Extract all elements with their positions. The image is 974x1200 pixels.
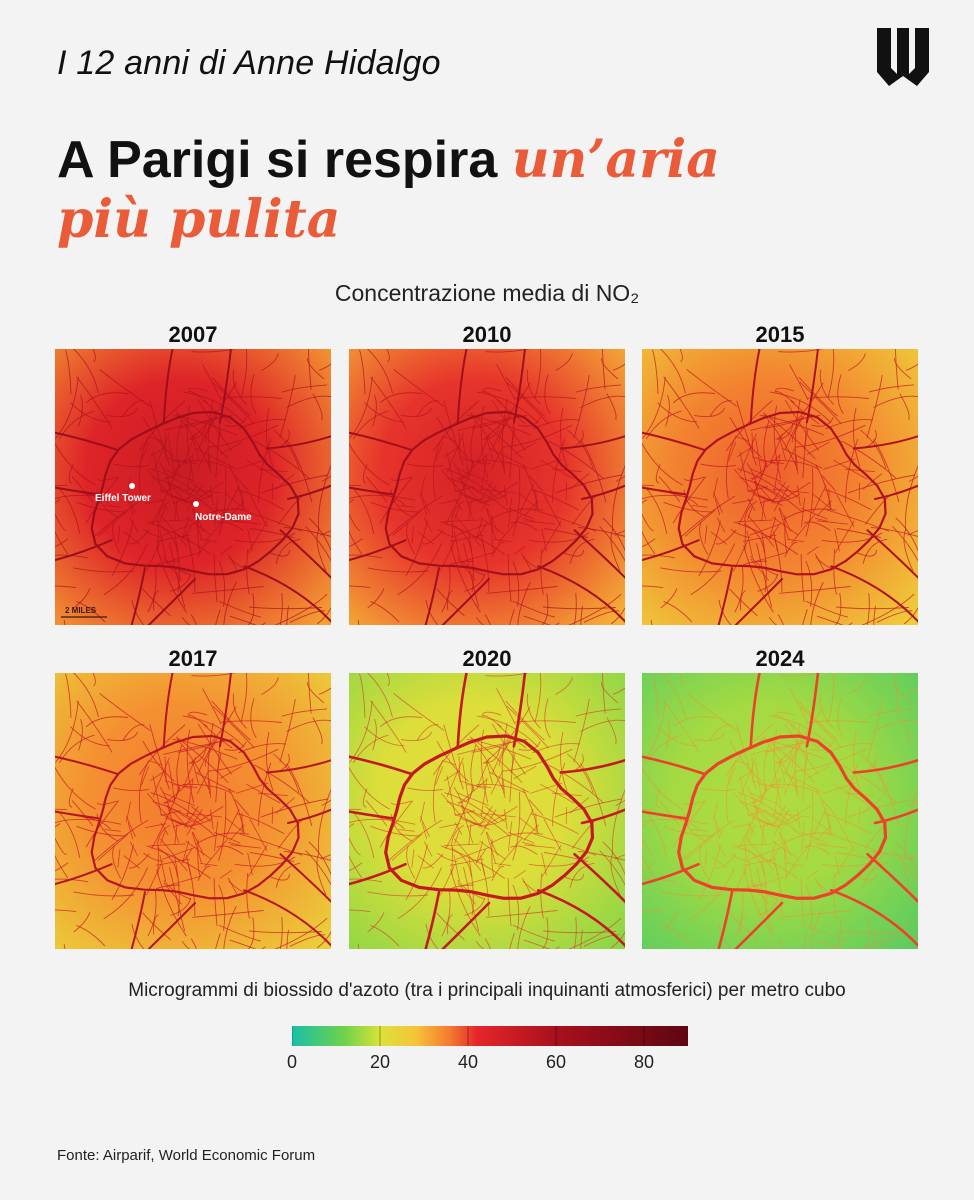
kicker: I 12 anni di Anne Hidalgo xyxy=(57,44,441,82)
color-scale-tick-label: 60 xyxy=(545,1052,567,1072)
notre-dame-label: Notre-Dame xyxy=(195,512,252,523)
road-network xyxy=(349,349,625,625)
color-scale-tick-label: 80 xyxy=(633,1052,655,1072)
road-network xyxy=(642,349,918,625)
map-year-label: 2010 xyxy=(462,322,512,347)
map-year-label: 2015 xyxy=(755,322,805,347)
headline-accent-1: un’aria xyxy=(511,129,720,190)
color-scale-bar xyxy=(292,1026,688,1046)
no2-map-2017 xyxy=(55,673,331,949)
headline: A Parigi si respira un’aria più pulita xyxy=(57,130,927,250)
no2-map-2010 xyxy=(349,349,625,625)
headline-main: A Parigi si respira xyxy=(57,131,512,189)
landmark-labels: Eiffel Tower Notre-Dame 2 MILES xyxy=(61,483,252,618)
no2-map-2024 xyxy=(642,673,918,949)
color-scale-gradient xyxy=(292,1026,688,1046)
eiffel-label: Eiffel Tower xyxy=(95,493,151,504)
color-scale-tick-label: 40 xyxy=(457,1052,479,1072)
headline-accent-2: più pulita xyxy=(57,189,341,250)
map-year-label: 2007 xyxy=(168,322,218,347)
map-year-label: 2017 xyxy=(168,646,218,671)
color-scale-tick-label: 0 xyxy=(286,1052,297,1072)
road-network xyxy=(642,673,918,949)
road-network xyxy=(55,673,331,949)
chart-subtitle: Concentrazione media di NO₂ xyxy=(334,280,640,306)
eiffel-marker xyxy=(129,483,135,489)
color-scale-tick-label: 20 xyxy=(369,1052,391,1072)
notre-dame-marker xyxy=(193,501,199,507)
map-year-label: 2020 xyxy=(462,646,512,671)
no2-map-2007: Eiffel Tower Notre-Dame 2 MILES xyxy=(55,349,331,625)
publisher-logo xyxy=(877,28,929,86)
source-note: Fonte: Airparif, World Economic Forum xyxy=(57,1147,316,1164)
road-network xyxy=(349,673,625,949)
legend-caption: Microgrammi di biossido d'azoto (tra i p… xyxy=(128,980,846,1001)
road-network xyxy=(55,349,331,625)
map-year-label: 2024 xyxy=(755,646,805,671)
scale-label: 2 MILES xyxy=(65,606,97,615)
no2-map-2020 xyxy=(349,673,625,949)
no2-map-2015 xyxy=(642,349,918,625)
